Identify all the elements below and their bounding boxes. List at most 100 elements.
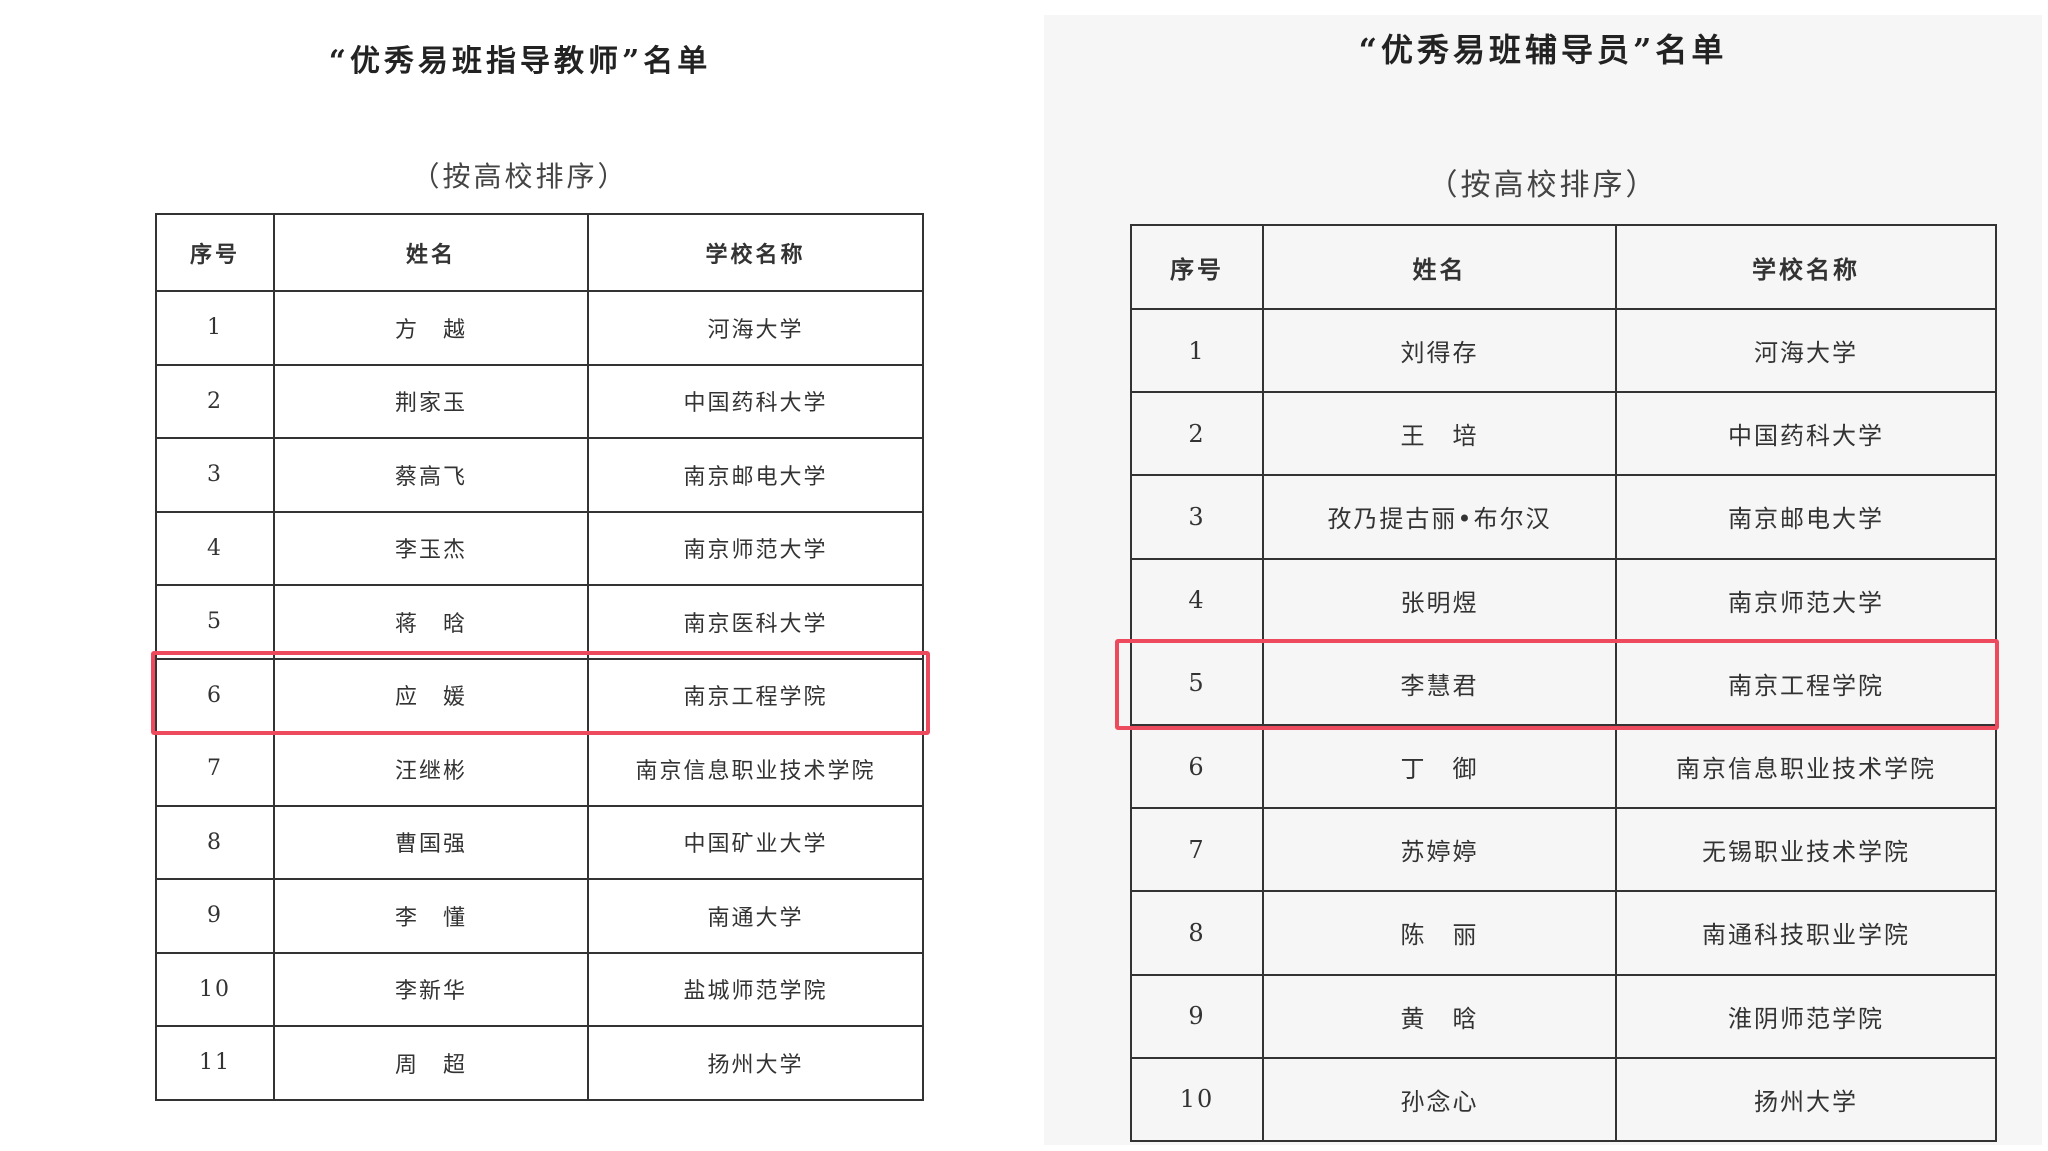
- cell-name: 孙念心: [1262, 1056, 1617, 1142]
- header-name: 姓名: [1262, 224, 1617, 310]
- document-subtitle: （按高校排序）: [1427, 168, 1659, 203]
- cell-name: 黄 晗: [1262, 973, 1617, 1059]
- table-row: 3 蔡高飞 南京邮电大学: [155, 437, 924, 513]
- cell-name: 蔡高飞: [273, 437, 589, 513]
- cell-school: 中国药科大学: [1615, 391, 1997, 477]
- cell-index: 5: [1130, 640, 1264, 726]
- table-row: 10 李新华 盐城师范学院: [155, 951, 924, 1027]
- cell-index: 9: [1130, 973, 1264, 1059]
- cell-name: 李 懂: [273, 878, 589, 954]
- table-row: 3 孜乃提古丽•布尔汉 南京邮电大学: [1130, 474, 1997, 560]
- cell-name: 周 超: [273, 1025, 589, 1101]
- cell-index: 6: [155, 657, 275, 733]
- document-title: “优秀易班指导教师”名单: [328, 44, 712, 79]
- cell-name: 汪继彬: [273, 731, 589, 807]
- table-row: 8 曹国强 中国矿业大学: [155, 804, 924, 880]
- cell-school: 河海大学: [587, 290, 924, 366]
- table-row: 2 荆家玉 中国药科大学: [155, 363, 924, 439]
- cell-index: 6: [1130, 723, 1264, 810]
- table-row: 7 苏婷婷 无锡职业技术学院: [1130, 807, 1997, 893]
- cell-school: 盐城师范学院: [587, 951, 924, 1027]
- cell-name: 李新华: [273, 951, 589, 1027]
- cell-index: 10: [155, 951, 275, 1027]
- document-title: “优秀易班辅导员”名单: [1358, 31, 1728, 69]
- cell-school: 中国矿业大学: [587, 804, 924, 880]
- cell-name: 蒋 晗: [273, 584, 589, 660]
- cell-school: 南通大学: [587, 878, 924, 954]
- cell-index: 8: [1130, 890, 1264, 976]
- cell-school: 南通科技职业学院: [1615, 890, 1997, 976]
- cell-index: 7: [155, 731, 275, 807]
- cell-index: 3: [1130, 474, 1264, 560]
- cell-index: 4: [1130, 557, 1264, 643]
- cell-name: 孜乃提古丽•布尔汉: [1262, 474, 1617, 560]
- cell-index: 1: [1130, 307, 1264, 394]
- cell-school: 南京邮电大学: [1615, 474, 1997, 560]
- cell-school: 南京邮电大学: [587, 437, 924, 513]
- header-index: 序号: [1130, 224, 1264, 310]
- cell-index: 2: [1130, 391, 1264, 477]
- header-name: 姓名: [273, 213, 589, 292]
- cell-school: 南京师范大学: [1615, 557, 1997, 643]
- cell-name: 丁 御: [1262, 723, 1617, 810]
- cell-index: 2: [155, 363, 275, 439]
- counselor-table: 序号 姓名 学校名称 1 刘得存 河海大学 2 王 培中国药科大学 3 孜乃提古丽•布尔汉南…: [1130, 224, 1997, 1142]
- cell-name: 刘得存: [1262, 307, 1617, 394]
- table-row: 7 汪继彬 南京信息职业技术学院: [155, 731, 924, 807]
- cell-school: 中国药科大学: [587, 363, 924, 439]
- cell-index: 3: [155, 437, 275, 513]
- table-header-row: 序号 姓名 学校名称: [155, 213, 924, 292]
- header-school: 学校名称: [1615, 224, 1997, 310]
- cell-name: 李慧君: [1262, 640, 1617, 726]
- cell-index: 9: [155, 878, 275, 954]
- cell-name: 王 培: [1262, 391, 1617, 477]
- cell-school: 河海大学: [1615, 307, 1997, 394]
- cell-name: 应 媛: [273, 657, 589, 733]
- table-row: 11 周 超扬州大学: [155, 1025, 924, 1101]
- cell-school: 扬州大学: [587, 1025, 924, 1101]
- cell-name: 荆家玉: [273, 363, 589, 439]
- cell-school: 南京工程学院: [1615, 640, 1997, 726]
- cell-name: 苏婷婷: [1262, 807, 1617, 893]
- cell-school: 南京信息职业技术学院: [587, 731, 924, 807]
- cell-name: 方 越: [273, 290, 589, 366]
- table-row: 4 张明煜 南京师范大学: [1130, 557, 1997, 643]
- cell-index: 7: [1130, 807, 1264, 893]
- table-row: 5 李慧君 南京工程学院: [1130, 640, 1997, 726]
- cell-school: 无锡职业技术学院: [1615, 807, 1997, 893]
- cell-school: 淮阴师范学院: [1615, 973, 1997, 1059]
- header-index: 序号: [155, 213, 275, 292]
- cell-school: 南京师范大学: [587, 510, 924, 586]
- cell-index: 10: [1130, 1056, 1264, 1142]
- table-header-row: 序号 姓名 学校名称: [1130, 224, 1997, 310]
- cell-index: 1: [155, 290, 275, 366]
- cell-index: 8: [155, 804, 275, 880]
- cell-school: 扬州大学: [1615, 1056, 1997, 1142]
- cell-school: 南京工程学院: [587, 657, 924, 733]
- header-school: 学校名称: [587, 213, 924, 292]
- cell-school: 南京医科大学: [587, 584, 924, 660]
- cell-name: 张明煜: [1262, 557, 1617, 643]
- cell-name: 曹国强: [273, 804, 589, 880]
- cell-index: 5: [155, 584, 275, 660]
- document-subtitle: （按高校排序）: [411, 160, 629, 193]
- table-row: 10 孙念心 扬州大学: [1130, 1056, 1997, 1142]
- counselor-list-document: “优秀易班辅导员”名单 （按高校排序） 序号 姓名 学校名称 1 刘得存 河海大学 2…: [1044, 15, 2042, 1145]
- cell-name: 陈 丽: [1262, 890, 1617, 976]
- cell-index: 4: [155, 510, 275, 586]
- cell-index: 11: [155, 1025, 275, 1101]
- table-row: 4 李玉杰 南京师范大学: [155, 510, 924, 586]
- table-row: 1 刘得存 河海大学: [1130, 307, 1997, 394]
- cell-name: 李玉杰: [273, 510, 589, 586]
- cell-school: 南京信息职业技术学院: [1615, 723, 1997, 810]
